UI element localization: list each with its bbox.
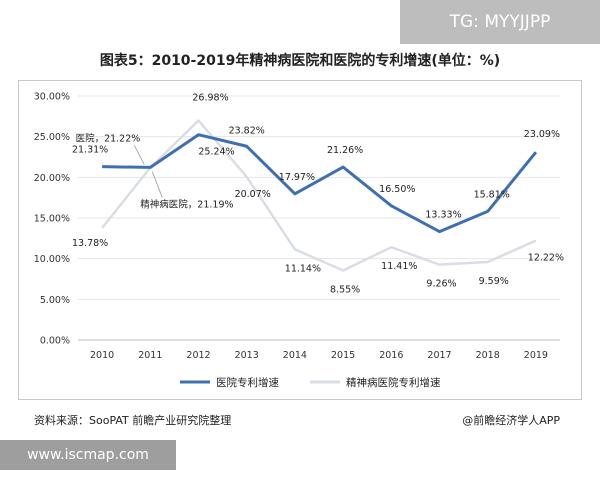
x-tick-label: 2019 — [524, 350, 548, 361]
data-label: 25.24% — [198, 147, 234, 158]
y-tick-label: 10.00% — [34, 254, 70, 265]
series-line — [101, 119, 537, 272]
chart-title: 图表5：2010-2019年精神病医院和医院的专利增速(单位：%) — [99, 53, 501, 69]
y-tick-label: 0.00% — [40, 336, 70, 347]
y-tick-label: 5.00% — [40, 295, 70, 306]
x-tick-label: 2014 — [283, 350, 307, 361]
x-tick-label: 2017 — [427, 350, 451, 361]
data-label: 21.31% — [72, 145, 108, 156]
x-tick-label: 2010 — [90, 350, 114, 361]
x-tick-label: 2015 — [331, 350, 355, 361]
y-tick-label: 15.00% — [34, 214, 70, 225]
data-label: 26.98% — [192, 93, 228, 104]
legend-label: 医院专利增速 — [216, 376, 279, 389]
x-tick-label: 2018 — [476, 350, 500, 361]
data-label: 13.78% — [72, 238, 108, 249]
data-label: 8.55% — [330, 284, 360, 295]
x-tick-label: 2013 — [235, 350, 259, 361]
data-label: 13.33% — [425, 210, 461, 221]
y-tick-label: 30.00% — [34, 92, 70, 103]
y-tick-label: 20.00% — [34, 173, 70, 184]
data-label: 20.07% — [235, 189, 271, 200]
data-label: 医院，21.22% — [76, 132, 141, 144]
x-tick-label: 2016 — [379, 350, 403, 361]
callout-leader — [133, 145, 145, 165]
y-tick-label: 25.00% — [34, 132, 70, 143]
data-label: 12.22% — [528, 253, 564, 264]
data-label: 11.14% — [285, 263, 321, 274]
data-label: 11.41% — [381, 261, 417, 272]
data-label: 15.81% — [474, 189, 510, 200]
data-label: 17.97% — [279, 172, 315, 183]
data-label: 9.59% — [479, 276, 509, 287]
data-label: 精神病医院，21.19% — [140, 199, 233, 211]
source-note: 资料来源：SooPAT 前瞻产业研究院整理 — [34, 414, 232, 427]
x-tick-label: 2012 — [186, 350, 210, 361]
legend-label: 精神病医院专利增速 — [346, 376, 441, 389]
chart-frame — [18, 80, 582, 400]
watermark-bottom: www.iscmap.com — [0, 440, 176, 470]
watermark-top: TG: MYYJJPP — [400, 0, 600, 44]
data-label: 23.82% — [229, 125, 265, 136]
data-label: 23.09% — [524, 129, 560, 140]
data-label: 16.50% — [379, 184, 415, 195]
data-label: 21.26% — [327, 145, 363, 156]
series-line — [102, 133, 538, 234]
data-label: 9.26% — [426, 279, 456, 290]
brand-credit: @前瞻经济学人APP — [462, 414, 560, 427]
callout-leader — [151, 171, 163, 198]
x-tick-label: 2011 — [138, 350, 162, 361]
